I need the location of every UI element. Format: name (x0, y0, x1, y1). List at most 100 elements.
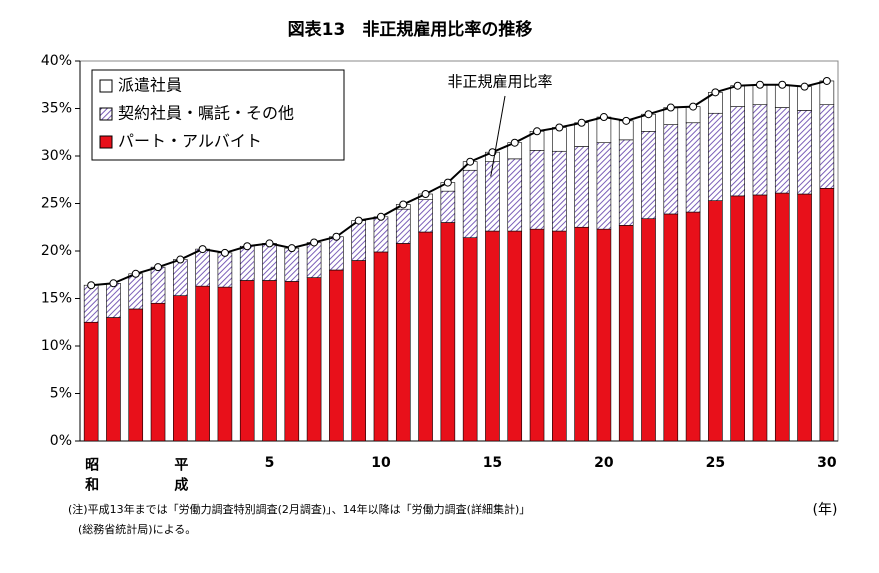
line-marker (154, 263, 163, 272)
bar-segment (507, 230, 523, 442)
bar-segment (329, 236, 344, 271)
bar-segment (128, 308, 144, 442)
y-tick-label: 15% (41, 291, 72, 307)
line-marker (220, 248, 229, 257)
line-marker (466, 157, 475, 166)
bar-segment (306, 277, 322, 442)
line-marker (778, 80, 787, 89)
line-marker (243, 242, 252, 251)
bar-segment (83, 321, 99, 442)
line-annotation: 非正規雇用比率 (447, 73, 552, 91)
bar-segment (239, 280, 255, 442)
bar-segment (418, 199, 433, 233)
bar-segment (173, 295, 188, 442)
y-tick-label: 10% (41, 338, 72, 354)
bar-segment (641, 131, 656, 220)
line-marker (666, 103, 675, 112)
x-unit-label: (年) (813, 502, 838, 518)
bar-segment (395, 243, 411, 442)
bar-segment (239, 245, 255, 281)
line-marker (176, 255, 185, 264)
line-marker (332, 232, 341, 241)
bar-segment (173, 259, 188, 296)
line-marker (131, 269, 140, 278)
line-marker (800, 82, 809, 91)
bar-segment (708, 112, 723, 201)
bar-segment (217, 252, 233, 288)
bar-segment (774, 192, 790, 442)
bar-segment (262, 243, 277, 281)
x-tick-label: 昭和 (83, 457, 99, 497)
bar-segment (106, 317, 121, 442)
line-marker (577, 118, 586, 127)
bar-segment (797, 193, 812, 442)
bar-segment (574, 226, 589, 442)
line-marker (421, 190, 430, 198)
bar-segment (641, 218, 656, 442)
note: (注)平成13年までは「労働力調査特別調査(2月調査)」、14年以降は「労働力調… (68, 502, 530, 516)
bar-segment (552, 230, 567, 442)
note: (総務省統計局)による。 (78, 522, 196, 536)
legend-label: 契約社員・嘱託・その他 (118, 104, 294, 123)
line-marker (198, 245, 207, 254)
bar-segment (708, 200, 723, 442)
bar-segment (774, 107, 790, 194)
line-marker (711, 88, 720, 97)
bar-segment (106, 282, 121, 318)
bar-segment (373, 216, 389, 253)
bar-segment (150, 302, 166, 442)
x-tick-label: 5 (265, 455, 275, 471)
bar-segment (195, 285, 210, 442)
bar-segment (752, 104, 768, 196)
bar-segment (685, 211, 701, 442)
bar-segment (150, 266, 166, 304)
chart-title: 図表13 非正規雇用比率の推移 (288, 19, 533, 40)
bar-segment (462, 237, 478, 442)
x-tick-label: 10 (371, 455, 391, 471)
line-marker (733, 81, 742, 90)
bar-segment (351, 260, 366, 442)
bar-segment (529, 228, 545, 442)
y-tick-label: 25% (41, 196, 72, 212)
bar-segment (618, 225, 634, 442)
legend-box (91, 69, 345, 161)
line-marker (599, 113, 608, 122)
bar-segment (83, 284, 99, 323)
bar-segment (440, 190, 456, 223)
bar-segment (552, 150, 567, 232)
bar-segment (819, 104, 835, 189)
line-marker (310, 238, 319, 247)
bar-segment (462, 169, 478, 238)
line-marker (488, 148, 497, 157)
bar-segment (730, 195, 745, 442)
bar-segment (529, 150, 545, 230)
bar-segment (730, 106, 745, 197)
bar-segment (797, 110, 812, 195)
y-tick-label: 40% (41, 53, 72, 69)
line-marker (443, 178, 452, 187)
y-tick-label: 5% (50, 386, 72, 402)
y-tick-label: 0% (50, 433, 72, 449)
line-marker (644, 110, 653, 119)
line-marker (510, 138, 519, 147)
bar-segment (596, 142, 612, 230)
bar-segment (306, 242, 322, 278)
bar-segment (819, 188, 835, 442)
bar-segment (685, 122, 701, 213)
line-marker (287, 244, 296, 253)
bar-segment (485, 230, 500, 442)
line-marker (87, 281, 96, 290)
line-marker (376, 212, 385, 221)
line-marker (689, 102, 698, 111)
bar-segment (752, 194, 768, 442)
legend-label: パート・アルバイト (118, 132, 262, 151)
bar-segment (217, 286, 233, 442)
line-marker (622, 116, 631, 125)
total-line (91, 79, 828, 287)
x-tick-label: 30 (817, 455, 837, 471)
bar-segment (195, 248, 210, 287)
y-tick-label: 20% (41, 243, 72, 259)
bar-segment (128, 273, 144, 310)
bar-segment (262, 280, 277, 442)
bar-segment (663, 124, 679, 215)
